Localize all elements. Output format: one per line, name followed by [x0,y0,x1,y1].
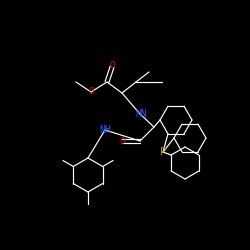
Text: O: O [109,62,115,70]
Text: O: O [119,136,125,145]
Text: HN: HN [135,109,147,119]
Text: NH: NH [99,125,111,135]
Text: P: P [160,147,166,157]
Text: O: O [88,88,94,96]
